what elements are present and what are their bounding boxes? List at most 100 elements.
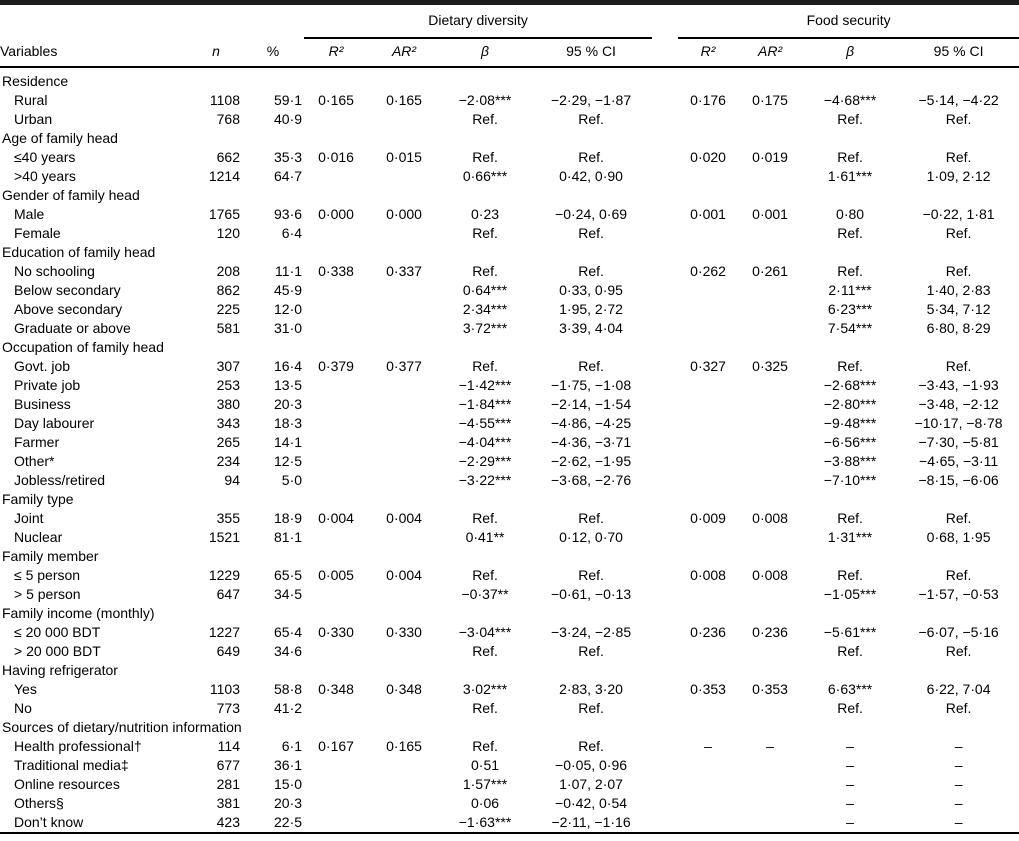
n-value: 265 (216, 434, 240, 450)
fs-ci-value: −1·57, −0·53 (918, 586, 999, 602)
fs-ar2-value (738, 319, 802, 338)
dd-ar2-value (368, 281, 440, 300)
n-value: 1214 (208, 168, 240, 184)
dd-ar2-value (368, 794, 440, 813)
dd-beta-value: 0·51 (471, 757, 500, 773)
fs-ar2-value (738, 395, 802, 414)
pct-value: 93·6 (274, 206, 303, 222)
variable-label: Don’t know (14, 814, 84, 830)
fs-beta-value: – (846, 795, 854, 811)
dd-ci-value: −2·62, −1·95 (550, 453, 632, 469)
dd-ci-value: Ref. (578, 567, 604, 583)
column-gap (652, 585, 678, 604)
fs-beta-value: Ref. (837, 700, 863, 716)
variable-label: > 20 000 BDT (14, 643, 101, 659)
fs-r2-value: 0·236 (690, 624, 726, 640)
table-row: Others§ 381 20·3 0·06 −0·42, 0·54 – – (0, 794, 1019, 813)
section-title: Residence (2, 73, 69, 89)
fs-beta-value: Ref. (837, 358, 863, 374)
dd-beta-value: Ref. (472, 510, 498, 526)
n-value: 662 (216, 149, 240, 165)
dd-beta-value: −1·42*** (458, 377, 512, 393)
table-row: Female 120 6·4 Ref. Ref. Ref. Ref. (0, 224, 1019, 243)
fs-r2-value (678, 376, 738, 395)
variable-label: Farmer (14, 434, 60, 450)
column-gap (652, 756, 678, 775)
fs-ci-value: 1·09, 2·12 (926, 168, 991, 184)
fs-r2-value (678, 471, 738, 490)
pct-value: 15·0 (274, 776, 303, 792)
column-gap (652, 452, 678, 471)
dd-r2-value (304, 414, 368, 433)
n-value: 1521 (208, 529, 240, 545)
variable-label: Online resources (14, 776, 120, 792)
n-value: 380 (216, 396, 240, 412)
table-row: Nuclear 1521 81·1 0·41** 0·12, 0·70 1·31*** 0·… (0, 528, 1019, 547)
section-row: Education of family head (0, 243, 1019, 262)
fs-ar2-value (738, 471, 802, 490)
section-row: Family income (monthly) (0, 604, 1019, 623)
fs-beta-value: −6·56*** (823, 434, 877, 450)
table-row: ≤40 years 662 35·3 0·016 0·015 Ref. Ref. 0·020 0… (0, 148, 1019, 167)
dd-ar2-value: 0·330 (386, 624, 422, 640)
dd-ar2-value (368, 167, 440, 186)
variable-label: Jobless/retired (14, 472, 106, 488)
fs-beta-value: 1·31*** (827, 529, 873, 545)
dd-beta-value: 3·72*** (462, 320, 508, 336)
table-row: > 20 000 BDT 649 34·6 Ref. Ref. Ref. Ref. (0, 642, 1019, 661)
fs-r2-value (678, 224, 738, 243)
dd-beta-value: −1·84*** (458, 396, 512, 412)
col-header-dd-r2: R² (304, 38, 369, 68)
fs-ci-value: −8·15, −6·06 (918, 472, 999, 488)
table-row: Yes 1103 58·8 0·348 0·348 3·02*** 2·83, 3·20 0·… (0, 680, 1019, 699)
fs-beta-value: – (846, 814, 854, 830)
n-value: 773 (216, 700, 240, 716)
column-gap (652, 281, 678, 300)
column-gap (652, 167, 678, 186)
fs-beta-value: 6·63*** (827, 681, 873, 697)
dd-r2-value (304, 167, 368, 186)
table-row: No 773 41·2 Ref. Ref. Ref. Ref. (0, 699, 1019, 718)
dd-ar2-value (368, 433, 440, 452)
fs-r2-value (678, 585, 738, 604)
dd-r2-value: 0·005 (318, 567, 354, 583)
dd-ar2-value (368, 395, 440, 414)
pct-value: 58·8 (274, 681, 303, 697)
fs-ar2-value (738, 376, 802, 395)
variable-label: Govt. job (14, 358, 71, 374)
fs-r2-value (678, 300, 738, 319)
dd-ar2-value (368, 300, 440, 319)
fs-ar2-value (738, 699, 802, 718)
n-value: 234 (216, 453, 240, 469)
dd-ci-value: −0·61, −0·13 (550, 586, 632, 602)
dd-beta-value: Ref. (472, 149, 498, 165)
section-title: Family member (2, 548, 99, 564)
fs-ar2-value (738, 756, 802, 775)
dd-ar2-value (368, 110, 440, 129)
dd-ci-value: Ref. (578, 700, 604, 716)
dd-beta-value: −4·04*** (458, 434, 512, 450)
fs-ci-value: Ref. (945, 263, 972, 279)
dd-ar2-value: 0·337 (386, 263, 422, 279)
dd-r2-value: 0·348 (318, 681, 354, 697)
dd-r2-value (304, 300, 368, 319)
fs-ar2-value (738, 110, 802, 129)
fs-r2-value (678, 110, 738, 129)
fs-ar2-value: 0·353 (752, 681, 788, 697)
fs-ci-value: Ref. (945, 358, 972, 374)
dd-beta-value: −2·08*** (458, 92, 512, 108)
dd-ar2-value (368, 813, 440, 833)
fs-ar2-value (738, 452, 802, 471)
variable-label: Other* (14, 453, 55, 469)
dd-ar2-value (368, 528, 440, 547)
pct-value: 20·3 (274, 795, 303, 811)
dd-ar2-value: 0·015 (386, 149, 422, 165)
column-gap (652, 794, 678, 813)
table-row: Don’t know 423 22·5 −1·63*** −2·11, −1·16 – – (0, 813, 1019, 833)
n-value: 649 (216, 643, 240, 659)
column-header-row: Variables n % R² AR² β 95 % CI R² AR² β … (0, 38, 1019, 68)
pct-value: 41·2 (274, 700, 303, 716)
fs-ar2-value (738, 585, 802, 604)
table-row: > 5 person 647 34·5 −0·37** −0·61, −0·13 −1·0… (0, 585, 1019, 604)
col-header-variables: Variables (0, 38, 190, 68)
